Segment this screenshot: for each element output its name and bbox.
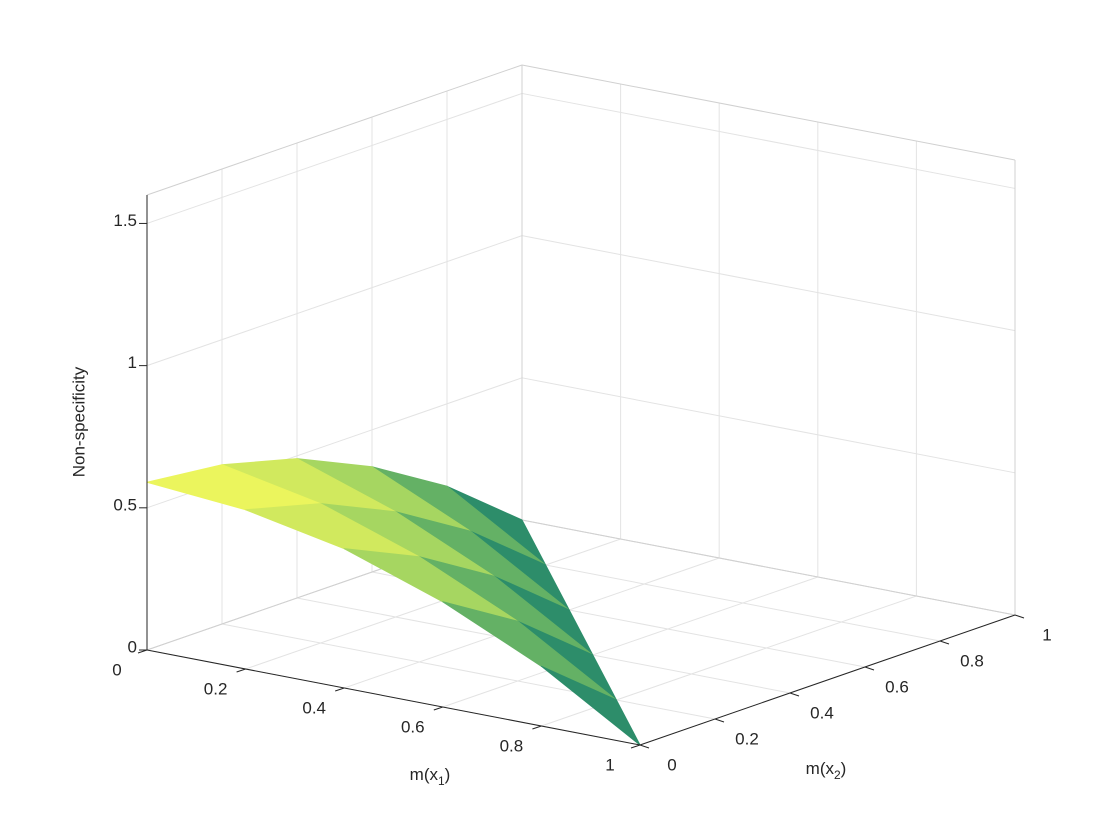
z-tick-label: 1 [128,353,137,372]
y-tick-label: 0 [667,755,676,774]
axes: 0 0.5 1 1.5 0 0.2 0.4 0.6 0.8 1 0 0.2 0.4 0.6 0.8 1 [112,195,1052,774]
box-edge [521,64,1016,161]
tick-mark [137,649,148,654]
x-tick-label: 0.8 [500,736,524,755]
y-axis [639,614,1016,746]
surface [146,458,641,746]
tick-mark [714,718,725,723]
tick-mark [939,640,950,645]
x-tick-label: 0 [112,660,121,679]
z-tick-label: 0 [128,637,137,656]
x-label-part: ) [445,765,451,784]
x-tick-label: 0.6 [401,717,425,736]
tick-mark [864,666,875,671]
z-axis-label: Non-specificity [69,366,88,477]
grid-line [146,235,523,367]
grid-line [245,538,621,670]
tick-mark [639,744,650,749]
x-tick-label: 0.4 [302,698,326,717]
y-tick-label: 1 [1042,625,1051,644]
z-tick-label: 1.5 [113,211,137,230]
tick-mark [789,692,800,697]
x-tick-label: 0.2 [204,679,228,698]
tick-mark [433,706,443,711]
x-label-part: m(x [410,765,439,784]
box-edge [521,519,1016,616]
grid-line [521,235,1016,332]
z-tick-label: 0.5 [113,495,137,514]
y-tick-label: 0.2 [735,729,759,748]
y-tick-label: 0.6 [885,677,909,696]
tick-mark [236,668,246,673]
surface-cell [540,665,641,746]
box-edge [146,64,523,196]
y-label-part: m(x [806,759,835,778]
x-axis-label: m(x1) [410,765,451,788]
x-axis [146,649,641,746]
y-label-part: ) [841,759,847,778]
x-tick-label: 1 [605,755,614,774]
grid-line [221,623,716,720]
x-label-sub: 1 [438,774,445,788]
y-label-sub: 2 [834,768,841,782]
y-tick-label: 0.4 [810,703,834,722]
y-axis-label: m(x2) [806,759,847,782]
tick-mark [630,744,641,749]
y-tick-label: 0.8 [960,651,984,670]
tick-mark [1014,614,1025,619]
grid-line [442,576,818,708]
grid-line [521,92,1016,189]
grid-line [521,377,1016,474]
tick-mark [335,687,345,692]
grid-line [146,92,523,224]
tick-mark [532,725,542,730]
